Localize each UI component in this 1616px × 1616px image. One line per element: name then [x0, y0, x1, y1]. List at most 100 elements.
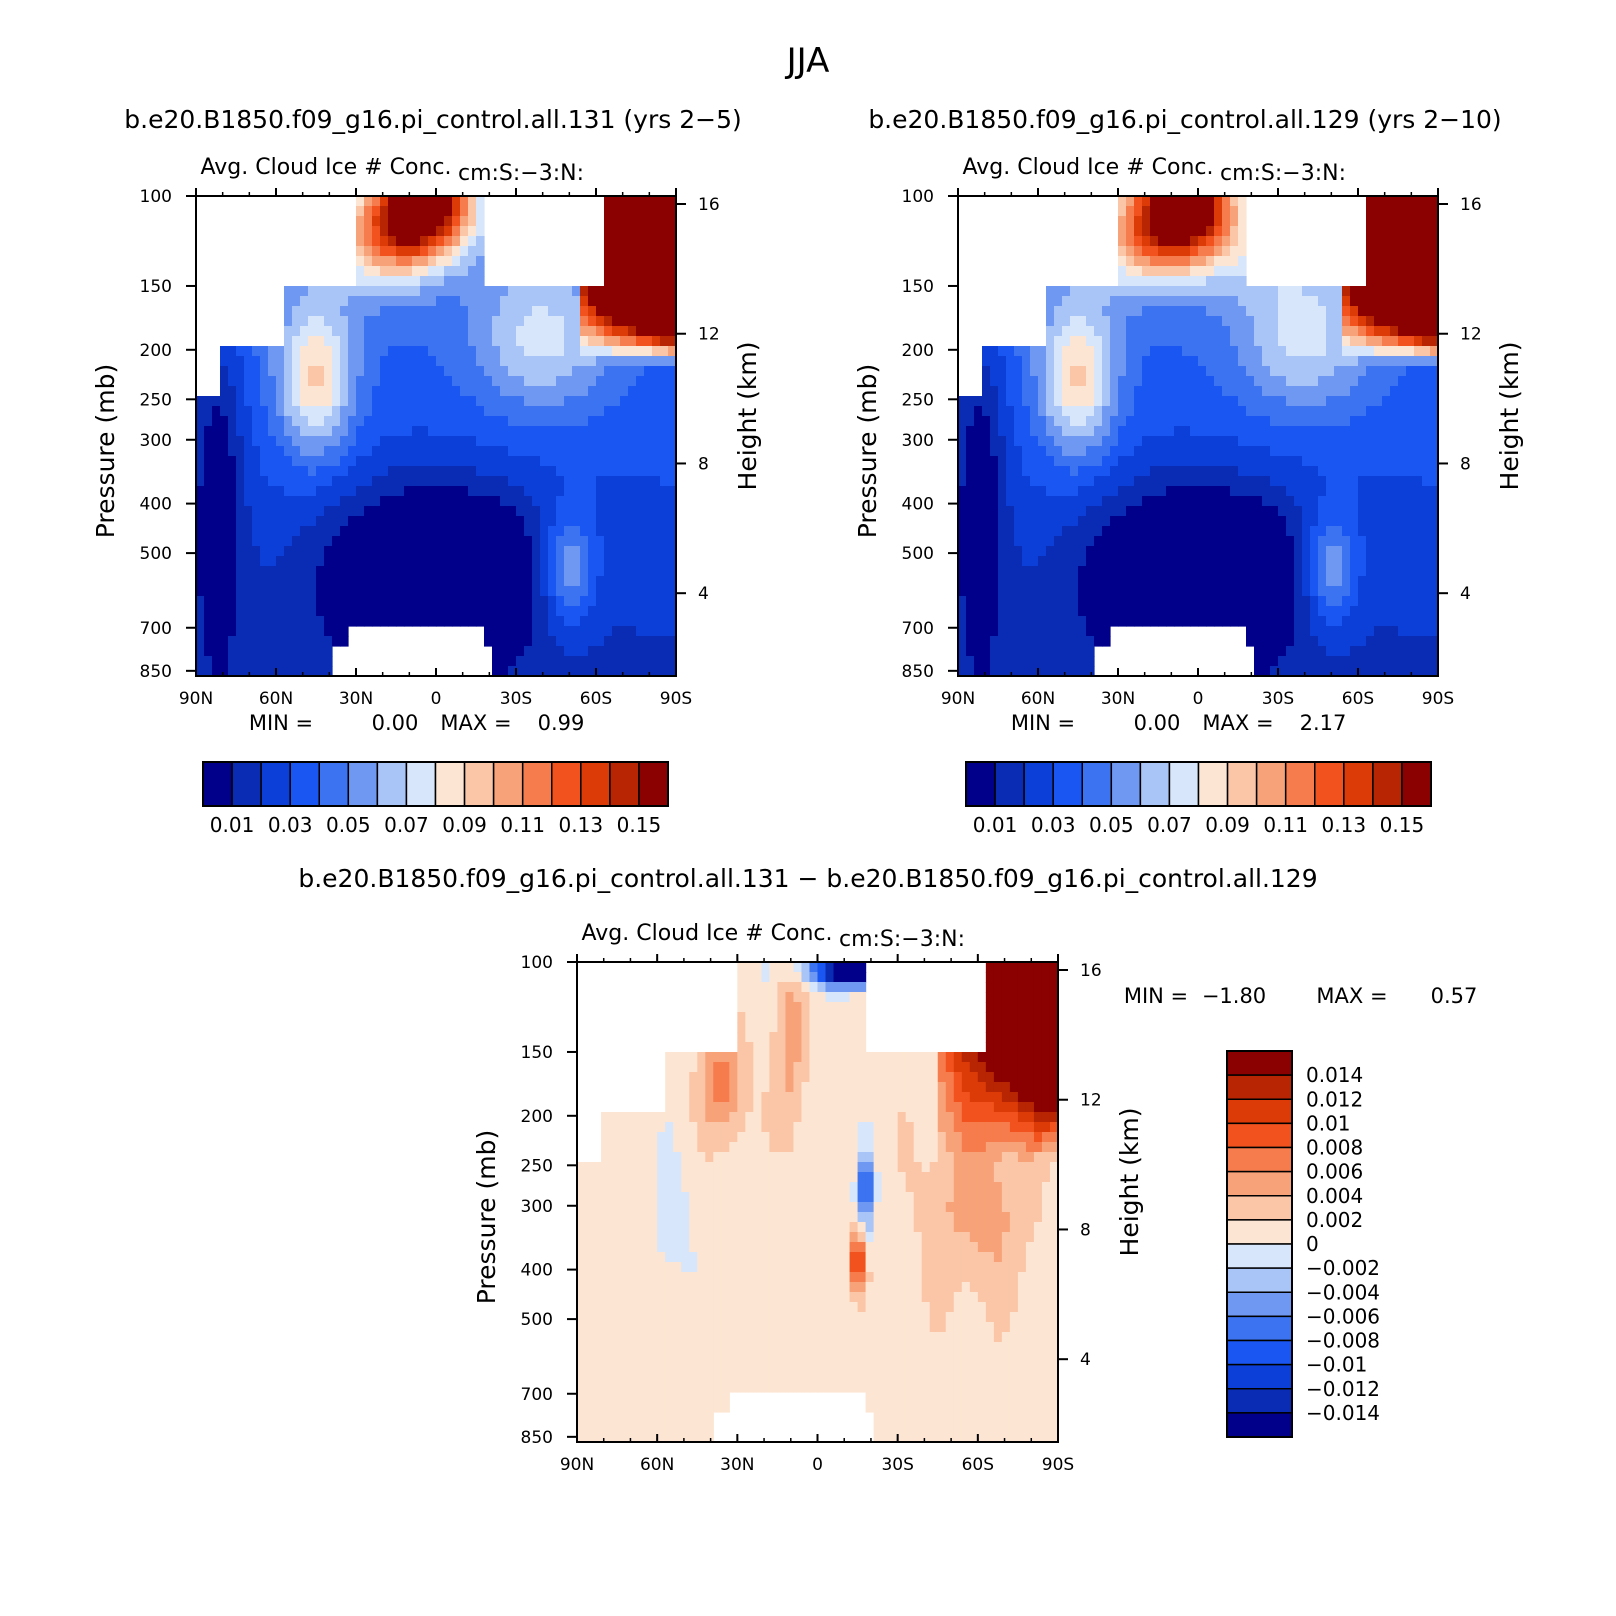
field-cell [1270, 636, 1279, 647]
field-cell [500, 466, 509, 477]
field-cell [252, 606, 261, 617]
field-cell [1102, 286, 1111, 297]
colorbar-swatch [580, 761, 611, 807]
field-cell [1286, 466, 1295, 477]
field-cell [1118, 326, 1127, 337]
field-cell [532, 346, 541, 357]
field-cell [444, 486, 453, 497]
field-cell [620, 486, 629, 497]
field-cell [1126, 536, 1135, 547]
field-cell [612, 616, 621, 627]
field-cell [236, 666, 245, 677]
field-cell [292, 526, 301, 537]
field-cell [1086, 306, 1095, 317]
field-cell [1286, 566, 1295, 577]
colorbar-swatch [231, 761, 262, 807]
field-cell [1022, 396, 1031, 407]
field-cell [372, 576, 381, 587]
field-cell [460, 466, 469, 477]
field-cell [452, 356, 461, 367]
field-cell [958, 506, 967, 517]
field-cell [660, 296, 669, 307]
field-cell [1062, 596, 1071, 607]
field-cell [1374, 606, 1383, 617]
field-cell [620, 426, 629, 437]
field-cell [524, 286, 533, 297]
field-cell [1166, 266, 1175, 277]
field-cell [1414, 326, 1423, 337]
field-cell [1094, 556, 1103, 567]
field-cell [540, 586, 549, 597]
field-cell [1078, 536, 1087, 547]
field-cell [1182, 506, 1191, 517]
field-cell [1262, 396, 1271, 407]
field-cell [1038, 616, 1047, 627]
field-cell [460, 486, 469, 497]
field-cell [596, 446, 605, 457]
field-cell [284, 426, 293, 437]
field-cell [1062, 626, 1071, 637]
field-cell [1430, 376, 1439, 387]
field-cell [612, 566, 621, 577]
field-cell [1390, 416, 1399, 427]
field-cell [244, 516, 253, 527]
field-cell [556, 366, 565, 377]
field-cell [1134, 216, 1143, 227]
field-cell [1222, 566, 1231, 577]
field-cell [1150, 396, 1159, 407]
field-cell [588, 316, 597, 327]
field-cell [580, 446, 589, 457]
field-cell [324, 286, 333, 297]
field-cell [652, 426, 661, 437]
field-cell [500, 666, 509, 677]
season-title: JJA [785, 41, 830, 81]
field-cell [1406, 396, 1415, 407]
field-cell [620, 556, 629, 567]
field-cell [1262, 516, 1271, 527]
field-cell [1390, 306, 1399, 317]
field-cell [388, 356, 397, 367]
field-cell [1038, 446, 1047, 457]
field-cell [572, 316, 581, 327]
field-cell [1118, 586, 1127, 597]
field-cell [460, 306, 469, 317]
field-cell [252, 546, 261, 557]
field-cell [1030, 556, 1039, 567]
field-cell [1318, 646, 1327, 657]
field-cell [556, 506, 565, 517]
field-cell [1238, 246, 1247, 257]
field-cell [966, 446, 975, 457]
field-cell [404, 286, 413, 297]
field-cell [1254, 466, 1263, 477]
field-cell [284, 556, 293, 567]
field-cell [540, 626, 549, 637]
field-cell [532, 406, 541, 417]
field-cell [1134, 516, 1143, 527]
field-cell [652, 486, 661, 497]
field-cell [532, 296, 541, 307]
field-cell [428, 326, 437, 337]
field-cell [620, 586, 629, 597]
field-cell [612, 216, 621, 227]
field-cell [300, 506, 309, 517]
field-cell [1350, 336, 1359, 347]
field-cell [1430, 536, 1439, 547]
field-cell [1238, 366, 1247, 377]
field-cell [564, 356, 573, 367]
field-cell [508, 616, 517, 627]
field-cell [1062, 386, 1071, 397]
field-cell [1086, 506, 1095, 517]
field-cell [652, 246, 661, 257]
field-cell [998, 526, 1007, 537]
field-cell [1286, 436, 1295, 447]
field-cell [1318, 396, 1327, 407]
field-cell [620, 616, 629, 627]
field-cell [580, 646, 589, 657]
field-cell [1158, 296, 1167, 307]
field-cell [540, 576, 549, 587]
field-cell [1230, 316, 1239, 327]
field-cell [1158, 596, 1167, 607]
field-cell [548, 446, 557, 457]
field-cell [284, 396, 293, 407]
field-cell [604, 236, 613, 247]
